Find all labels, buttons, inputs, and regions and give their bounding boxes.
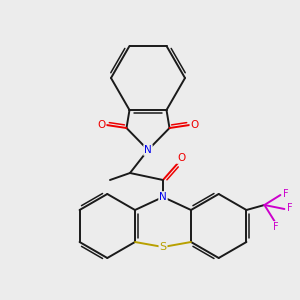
Text: S: S (159, 242, 167, 252)
Text: F: F (286, 203, 292, 213)
Text: O: O (177, 153, 185, 163)
Text: O: O (190, 120, 199, 130)
Text: F: F (273, 222, 278, 232)
Text: N: N (159, 192, 167, 202)
Text: F: F (283, 189, 288, 199)
Text: N: N (144, 145, 152, 155)
Text: O: O (98, 120, 106, 130)
